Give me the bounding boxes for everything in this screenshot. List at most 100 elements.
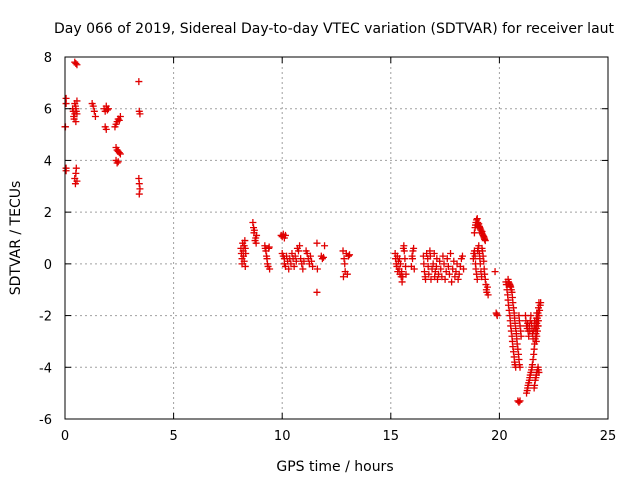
data-point xyxy=(445,270,453,278)
data-point xyxy=(241,237,249,245)
data-point xyxy=(73,61,81,69)
data-point xyxy=(529,356,537,364)
data-point xyxy=(441,275,449,283)
data-point xyxy=(72,164,80,172)
data-point xyxy=(420,260,428,268)
data-point xyxy=(516,322,524,330)
data-point xyxy=(266,265,274,273)
y-tick-label: 0 xyxy=(44,258,52,273)
data-point xyxy=(528,361,536,369)
data-point xyxy=(73,110,81,118)
x-tick-label: 10 xyxy=(274,429,291,444)
data-point xyxy=(409,255,417,263)
data-point xyxy=(410,244,418,252)
data-point xyxy=(437,265,445,273)
data-point xyxy=(424,262,432,270)
data-point xyxy=(136,110,144,118)
data-point xyxy=(535,312,543,320)
data-point xyxy=(525,332,533,340)
data-point xyxy=(253,231,261,239)
data-point xyxy=(510,348,518,356)
data-point xyxy=(72,59,80,67)
data-point xyxy=(517,332,525,340)
data-point xyxy=(116,150,124,158)
data-point xyxy=(444,262,452,270)
data-point xyxy=(511,319,519,327)
data-point xyxy=(484,291,492,299)
data-point xyxy=(514,345,522,353)
data-point xyxy=(491,268,499,276)
data-point xyxy=(432,262,440,270)
data-point xyxy=(472,265,480,273)
data-point xyxy=(479,252,487,260)
data-point xyxy=(114,158,122,166)
data-point xyxy=(300,257,308,265)
data-point xyxy=(537,299,545,307)
data-point xyxy=(516,363,524,371)
data-point xyxy=(346,251,354,259)
data-point xyxy=(318,255,326,263)
data-point xyxy=(470,229,478,237)
data-point xyxy=(410,265,418,273)
data-point xyxy=(344,252,352,260)
data-point xyxy=(89,102,97,110)
data-point xyxy=(420,268,428,276)
x-tick-label: 20 xyxy=(491,429,508,444)
data-point xyxy=(400,247,408,255)
data-point xyxy=(505,306,513,314)
data-point xyxy=(478,247,486,255)
x-axis-label: GPS time / hours xyxy=(276,459,393,475)
data-point xyxy=(513,340,521,348)
data-points xyxy=(61,58,545,406)
data-point xyxy=(473,275,481,283)
data-point xyxy=(533,327,541,335)
chart-title: Day 066 of 2019, Sidereal Day-to-day VTE… xyxy=(54,21,615,37)
data-point xyxy=(426,252,434,260)
x-tick-label: 15 xyxy=(383,429,400,444)
data-point xyxy=(515,317,523,325)
x-tick-label: 5 xyxy=(169,429,177,444)
data-point xyxy=(135,180,143,188)
data-point xyxy=(507,327,515,335)
data-point xyxy=(505,301,513,309)
data-point xyxy=(425,270,433,278)
data-point xyxy=(436,257,444,265)
data-point xyxy=(313,288,321,296)
y-tick-label: 2 xyxy=(44,206,52,221)
data-point xyxy=(430,250,438,258)
data-point xyxy=(104,105,112,113)
data-point xyxy=(402,270,410,278)
data-point xyxy=(252,239,260,247)
data-point xyxy=(473,270,481,278)
data-point xyxy=(309,262,317,270)
data-point xyxy=(73,97,81,105)
data-point xyxy=(341,260,349,268)
data-point xyxy=(250,226,258,234)
data-point xyxy=(398,278,406,286)
data-point xyxy=(401,255,409,263)
data-point xyxy=(397,260,405,268)
data-point xyxy=(481,270,489,278)
data-point xyxy=(135,190,143,198)
data-point xyxy=(427,275,435,283)
data-point xyxy=(535,368,543,376)
data-point xyxy=(265,243,273,251)
x-tick-label: 25 xyxy=(600,429,617,444)
data-point xyxy=(398,268,406,276)
data-point xyxy=(313,265,321,273)
data-point xyxy=(339,273,347,281)
data-point xyxy=(135,78,143,86)
data-point xyxy=(321,242,329,250)
data-point xyxy=(242,250,250,258)
y-tick-label: 4 xyxy=(44,154,52,169)
data-point xyxy=(448,278,456,286)
data-point xyxy=(481,237,489,245)
data-point xyxy=(447,250,455,258)
data-point xyxy=(340,255,348,263)
y-tick-label: -2 xyxy=(39,310,52,325)
data-point xyxy=(531,381,539,389)
y-tick-label: 8 xyxy=(44,51,52,66)
data-point xyxy=(509,343,517,351)
data-point xyxy=(443,255,451,263)
y-tick-label: -4 xyxy=(39,361,52,376)
